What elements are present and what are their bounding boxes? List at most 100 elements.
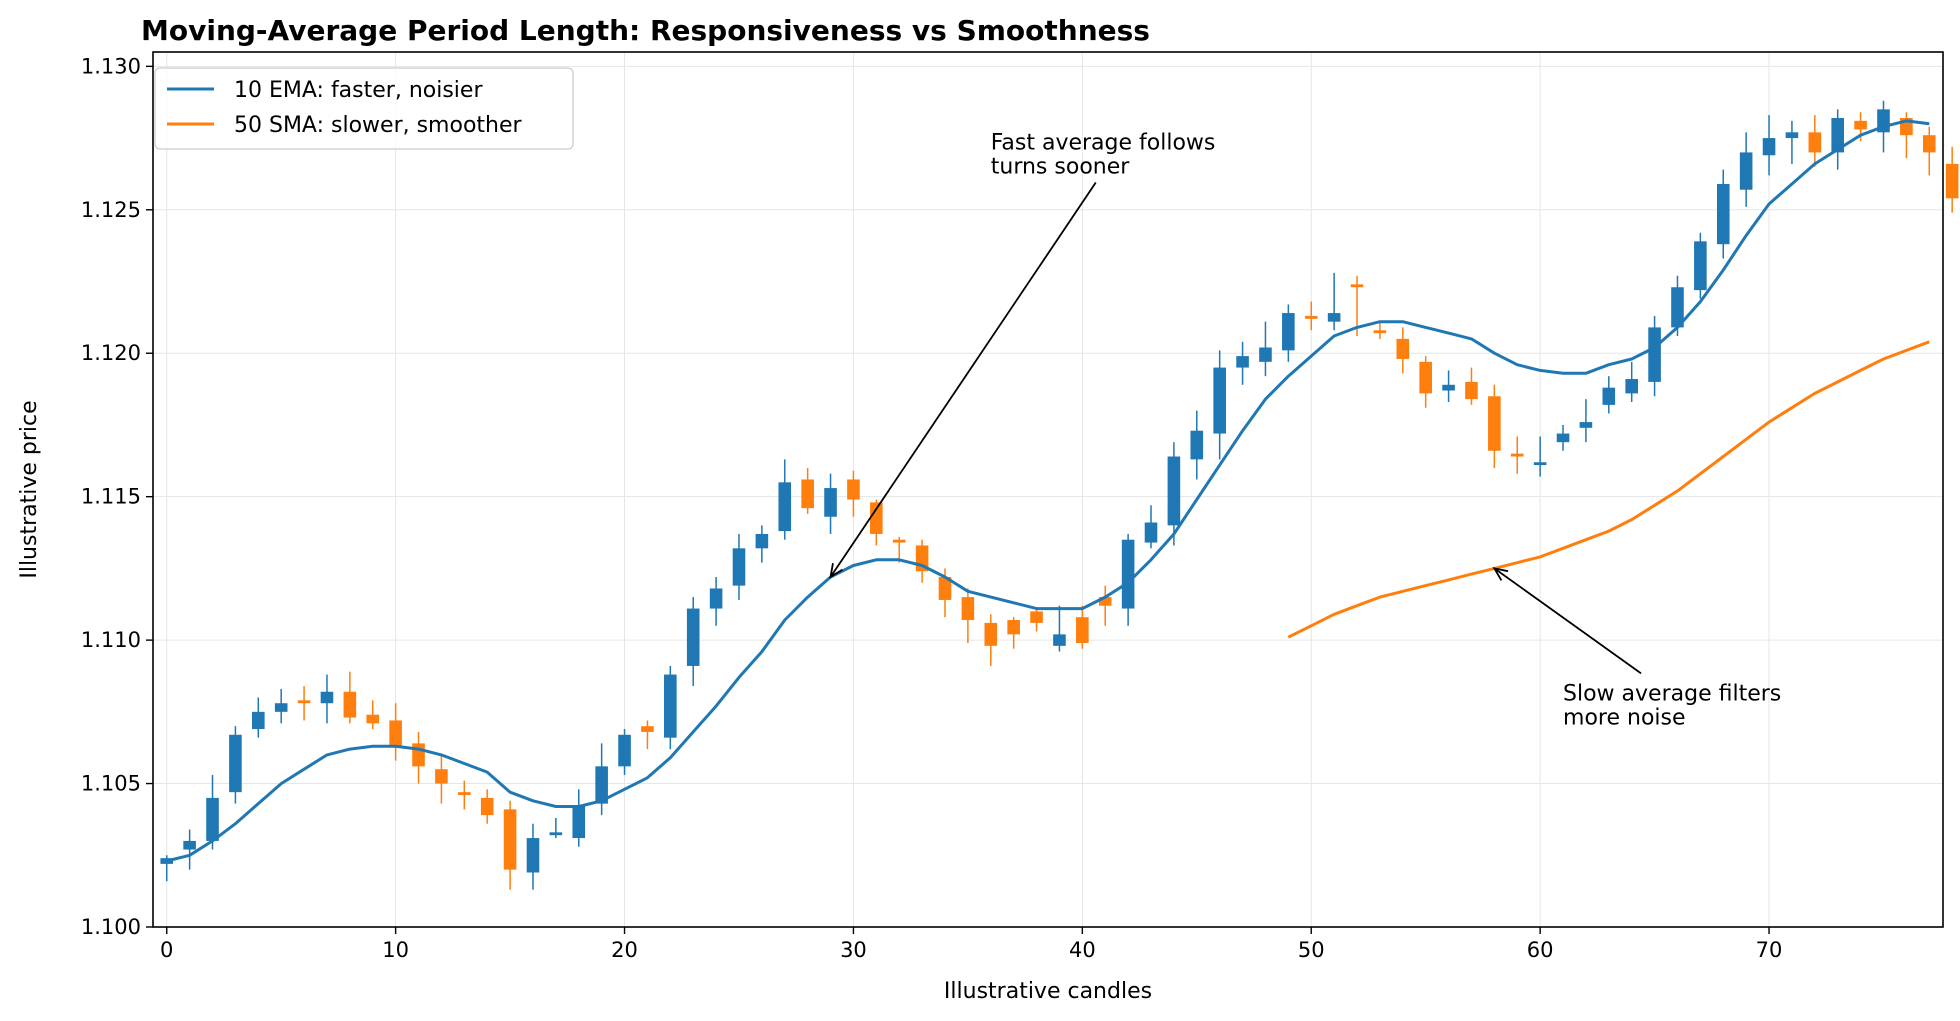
sma-line [1287, 340, 1930, 639]
axis-ticks: 0 10 20 30 40 50 60 70 1.100 1.105 1.110 1.115 1.120… [81, 54, 1783, 962]
candle-body [1831, 117, 1845, 153]
candle-body [1190, 430, 1204, 460]
candle-body [778, 482, 792, 532]
candle-body [1076, 617, 1089, 643]
candle-body [1236, 356, 1249, 368]
candle-body [183, 840, 196, 850]
candle-body [892, 539, 906, 543]
candle-body [1602, 387, 1616, 405]
x-axis-label: Illustrative candles [944, 979, 1152, 1004]
candle-body [1785, 132, 1799, 139]
annotation-arrowhead [829, 563, 843, 579]
candle-body [824, 488, 837, 517]
x-tick-label: 70 [1756, 938, 1783, 962]
candle-body [870, 502, 883, 534]
candle-body [343, 691, 357, 718]
plot-area-frame [152, 51, 1944, 928]
candle-body [1762, 138, 1776, 156]
annotation-text: more noise [1563, 705, 1686, 730]
x-tick-label: 40 [1069, 938, 1096, 962]
candlesticks [160, 100, 1959, 890]
grid [153, 52, 1943, 928]
candle-body [1259, 347, 1272, 362]
candle-body [801, 479, 814, 509]
x-tick-label: 60 [1527, 938, 1554, 962]
candle-body [389, 720, 402, 747]
candle-body [984, 622, 998, 646]
y-axis-label: Illustrative price [17, 400, 42, 578]
annotation-text: turns sooner [991, 155, 1130, 180]
candle-body [412, 743, 425, 767]
moving-average-lines [166, 119, 1930, 863]
candle-body [664, 674, 677, 738]
candle-body [458, 792, 471, 796]
legend: 10 EMA: faster, noisier 50 SMA: slower, s… [154, 67, 574, 150]
candle-body [1350, 284, 1364, 288]
candle-body [938, 577, 952, 600]
candle-body [1007, 620, 1020, 635]
candle-body [297, 700, 311, 704]
candle-body [1442, 384, 1455, 391]
candle-body [503, 809, 517, 870]
candle-body [1282, 313, 1295, 351]
candle-body [847, 479, 860, 500]
candle-body [595, 766, 608, 804]
candle-body [1739, 152, 1753, 190]
legend-box [154, 67, 574, 150]
candle-body [572, 806, 586, 839]
candle-body [1213, 367, 1226, 434]
candle-body [1694, 241, 1707, 291]
candle-body [1327, 313, 1341, 322]
y-tick-label: 1.120 [81, 341, 141, 365]
candle-body [435, 769, 448, 784]
candle-body [755, 533, 769, 549]
x-tick-label: 30 [840, 938, 867, 962]
candle-body [1808, 132, 1822, 153]
y-tick-label: 1.110 [81, 628, 141, 652]
annotation-arrowhead [1492, 567, 1509, 581]
y-tick-label: 1.130 [81, 54, 141, 78]
candle-body [549, 832, 563, 836]
candle-body [1419, 361, 1432, 394]
candle-body [1510, 453, 1524, 457]
y-tick-label: 1.100 [81, 915, 141, 939]
candle-body [1488, 396, 1501, 451]
candle-body [1373, 330, 1387, 334]
annotation-text: Fast average follows [991, 131, 1216, 156]
annotation-arrow [1493, 567, 1642, 675]
candle-body [1671, 287, 1684, 328]
candle-body [1144, 522, 1158, 543]
candle-body [1922, 135, 1936, 153]
annotation-arrow [829, 182, 1097, 578]
candle-body [1396, 338, 1410, 359]
candle-body [1716, 183, 1730, 245]
legend-label: 10 EMA: faster, noisier [234, 78, 483, 103]
candle-body [320, 691, 334, 704]
candle-body [1121, 539, 1135, 609]
candle-body [732, 548, 746, 586]
candle-body [1533, 462, 1547, 466]
candle-body [961, 597, 975, 621]
candle-body [1579, 422, 1593, 428]
candle-body [1465, 381, 1478, 400]
x-tick-label: 10 [382, 938, 409, 962]
candle-body [206, 797, 219, 841]
candle-body [1167, 456, 1181, 526]
candle-body [1648, 327, 1661, 382]
candle-body [1945, 163, 1959, 199]
candle-body [1854, 120, 1867, 130]
candle-body [1030, 611, 1043, 623]
x-tick-label: 20 [611, 938, 638, 962]
chart-title: Moving-Average Period Length: Responsive… [141, 14, 1150, 47]
y-tick-label: 1.115 [81, 485, 141, 509]
legend-label: 50 SMA: slower, smoother [234, 113, 523, 138]
candle-body [709, 588, 723, 609]
candle-body [366, 714, 380, 724]
candle-body [686, 608, 700, 666]
candle-body [480, 797, 494, 816]
y-tick-label: 1.105 [81, 772, 141, 796]
candle-body [618, 734, 631, 767]
candle-body [526, 838, 540, 873]
